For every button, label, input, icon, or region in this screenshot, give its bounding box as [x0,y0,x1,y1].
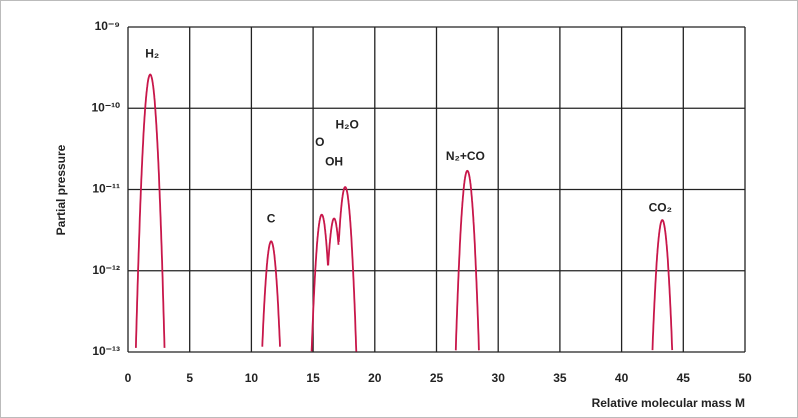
peak-label: C [267,212,276,226]
x-tick-label: 10 [245,371,259,385]
peak-label: H₂O [336,117,359,131]
peak-label: OH [325,155,343,169]
peak [651,219,674,351]
peak [454,169,480,351]
x-tick-label: 30 [492,371,506,385]
x-tick-label: 35 [553,371,567,385]
peak-label: H₂ [145,47,159,61]
y-axis-label: Partial pressure [54,144,68,235]
y-tick-label: 10⁻¹¹ [92,182,120,196]
x-tick-label: 50 [738,371,752,385]
y-tick-label: 10⁻¹³ [92,344,120,358]
x-tick-label: 15 [306,371,320,385]
peak-label: O [315,135,324,149]
x-tick-label: 5 [186,371,193,385]
x-tick-label: 40 [615,371,629,385]
x-tick-label: 0 [125,371,132,385]
peak [135,73,166,348]
x-tick-label: 45 [677,371,691,385]
peak-label: N₂+CO [446,149,485,163]
peak [327,217,340,266]
x-tick-label: 20 [368,371,382,385]
x-axis-label: Relative molecular mass M [592,396,745,410]
x-tick-label: 25 [430,371,444,385]
peak [337,186,358,352]
peak-label: CO₂ [649,200,672,214]
y-tick-label: 10⁻¹² [92,263,120,277]
y-tick-label: 10⁻¹⁰ [92,100,121,114]
y-tick-label: 10⁻⁹ [95,19,120,33]
peak [261,240,281,347]
peak [310,213,329,352]
